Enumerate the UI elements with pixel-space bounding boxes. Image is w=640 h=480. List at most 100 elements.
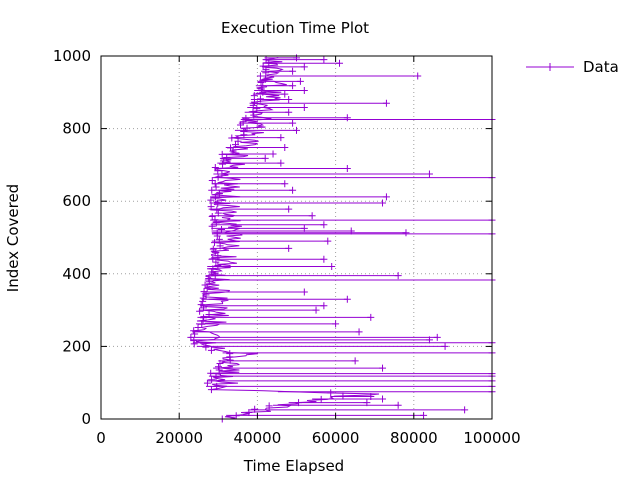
- data-point-marker: [191, 330, 199, 338]
- data-point-marker: [277, 159, 285, 167]
- data-point-marker: [243, 124, 251, 132]
- data-point-marker: [209, 245, 217, 253]
- data-point-marker: [215, 190, 223, 198]
- data-point-marker: [347, 227, 355, 235]
- data-point-marker: [187, 333, 195, 341]
- data-point-marker: [339, 392, 347, 400]
- data-point-marker: [308, 212, 316, 220]
- data-point-marker: [269, 150, 277, 158]
- data-point-marker: [324, 237, 332, 245]
- data-point-marker: [215, 366, 223, 374]
- data-point-marker: [379, 364, 387, 372]
- data-point-marker: [300, 104, 308, 112]
- data-point-marker: [256, 72, 264, 80]
- data-point-marker: [251, 405, 259, 413]
- data-point-marker: [355, 328, 363, 336]
- axis-ticks: [100, 55, 493, 420]
- data-point-marker: [213, 206, 221, 214]
- data-point-marker: [289, 186, 297, 194]
- data-point-marker: [211, 193, 219, 201]
- x-axis-label: Time Elapsed: [243, 457, 344, 475]
- data-point-marker: [281, 90, 289, 98]
- data-point-marker: [285, 96, 293, 104]
- data-point-marker: [249, 108, 257, 116]
- x-tick-label: 20000: [155, 429, 203, 447]
- data-point-marker: [212, 183, 220, 191]
- data-point-marker: [211, 163, 219, 171]
- x-tick-label: 0: [96, 429, 106, 447]
- data-point-marker: [194, 324, 202, 332]
- data-point-marker: [207, 386, 215, 394]
- data-series: [187, 54, 496, 423]
- data-point-marker: [441, 342, 449, 350]
- data-point-marker: [293, 54, 300, 62]
- data-point-marker: [218, 226, 226, 234]
- data-point-marker: [214, 173, 222, 181]
- legend-marker: [546, 63, 554, 71]
- y-tick-label: 1000: [53, 47, 91, 65]
- data-point-marker: [425, 170, 433, 178]
- data-point-marker: [201, 281, 209, 289]
- data-point-marker: [312, 306, 320, 314]
- data-point-marker: [205, 310, 213, 318]
- data-point-marker: [228, 134, 236, 142]
- data-point-marker: [265, 402, 273, 410]
- data-point-marker: [208, 222, 216, 230]
- x-tick-label: 100000: [463, 429, 520, 447]
- data-point-marker: [320, 56, 328, 64]
- data-point-marker: [218, 170, 226, 178]
- data-point-marker: [220, 157, 228, 165]
- data-point-marker: [402, 229, 410, 237]
- data-point-marker: [190, 327, 198, 335]
- data-point-marker: [197, 301, 205, 309]
- y-axis-label: Index Covered: [4, 184, 22, 292]
- legend: Data: [526, 58, 619, 76]
- legend-label: Data: [583, 58, 619, 76]
- data-point-marker: [234, 137, 242, 145]
- data-point-marker: [420, 411, 428, 419]
- data-point-marker: [219, 160, 227, 168]
- data-point-marker: [240, 128, 248, 136]
- data-point-marker: [414, 72, 422, 80]
- y-tick-label: 600: [62, 192, 91, 210]
- data-point-marker: [259, 88, 267, 96]
- data-point-marker: [205, 275, 213, 283]
- data-point-marker: [200, 314, 208, 322]
- data-point-marker: [256, 95, 264, 103]
- data-point-marker: [207, 346, 215, 354]
- data-point-marker: [203, 379, 211, 387]
- data-point-marker: [433, 333, 441, 341]
- y-tick-label: 800: [62, 120, 91, 138]
- x-tick-labels: 0 20000 40000 60000 80000 100000: [96, 429, 520, 447]
- data-point-marker: [214, 209, 222, 217]
- data-point-marker: [211, 180, 219, 188]
- data-point-marker: [300, 86, 308, 94]
- data-point-marker: [317, 395, 325, 403]
- data-point-marker: [208, 212, 216, 220]
- data-point-marker: [367, 313, 375, 321]
- data-point-marker: [211, 239, 219, 247]
- data-point-marker: [281, 180, 289, 188]
- data-point-marker: [296, 77, 304, 85]
- y-tick-label: 400: [62, 265, 91, 283]
- data-point-marker: [208, 177, 216, 185]
- data-point-marker: [209, 265, 217, 273]
- data-point-marker: [300, 288, 308, 296]
- data-point-marker: [216, 359, 224, 367]
- data-point-marker: [300, 63, 308, 71]
- data-point-marker: [218, 150, 226, 158]
- data-point-marker: [394, 401, 402, 409]
- data-point-marker: [351, 357, 359, 365]
- data-point-marker: [320, 302, 328, 310]
- data-point-marker: [332, 320, 340, 328]
- grid-lines: [101, 56, 492, 419]
- data-point-marker: [367, 392, 375, 400]
- data-point-marker: [382, 193, 390, 201]
- data-point-marker: [242, 114, 250, 122]
- data-point-marker: [216, 242, 224, 250]
- data-point-marker: [226, 350, 234, 358]
- data-point-marker: [250, 111, 258, 119]
- y-tick-labels: 0 200 400 600 800 1000: [53, 47, 91, 428]
- data-point-marker: [209, 255, 217, 263]
- data-point-marker: [336, 59, 344, 67]
